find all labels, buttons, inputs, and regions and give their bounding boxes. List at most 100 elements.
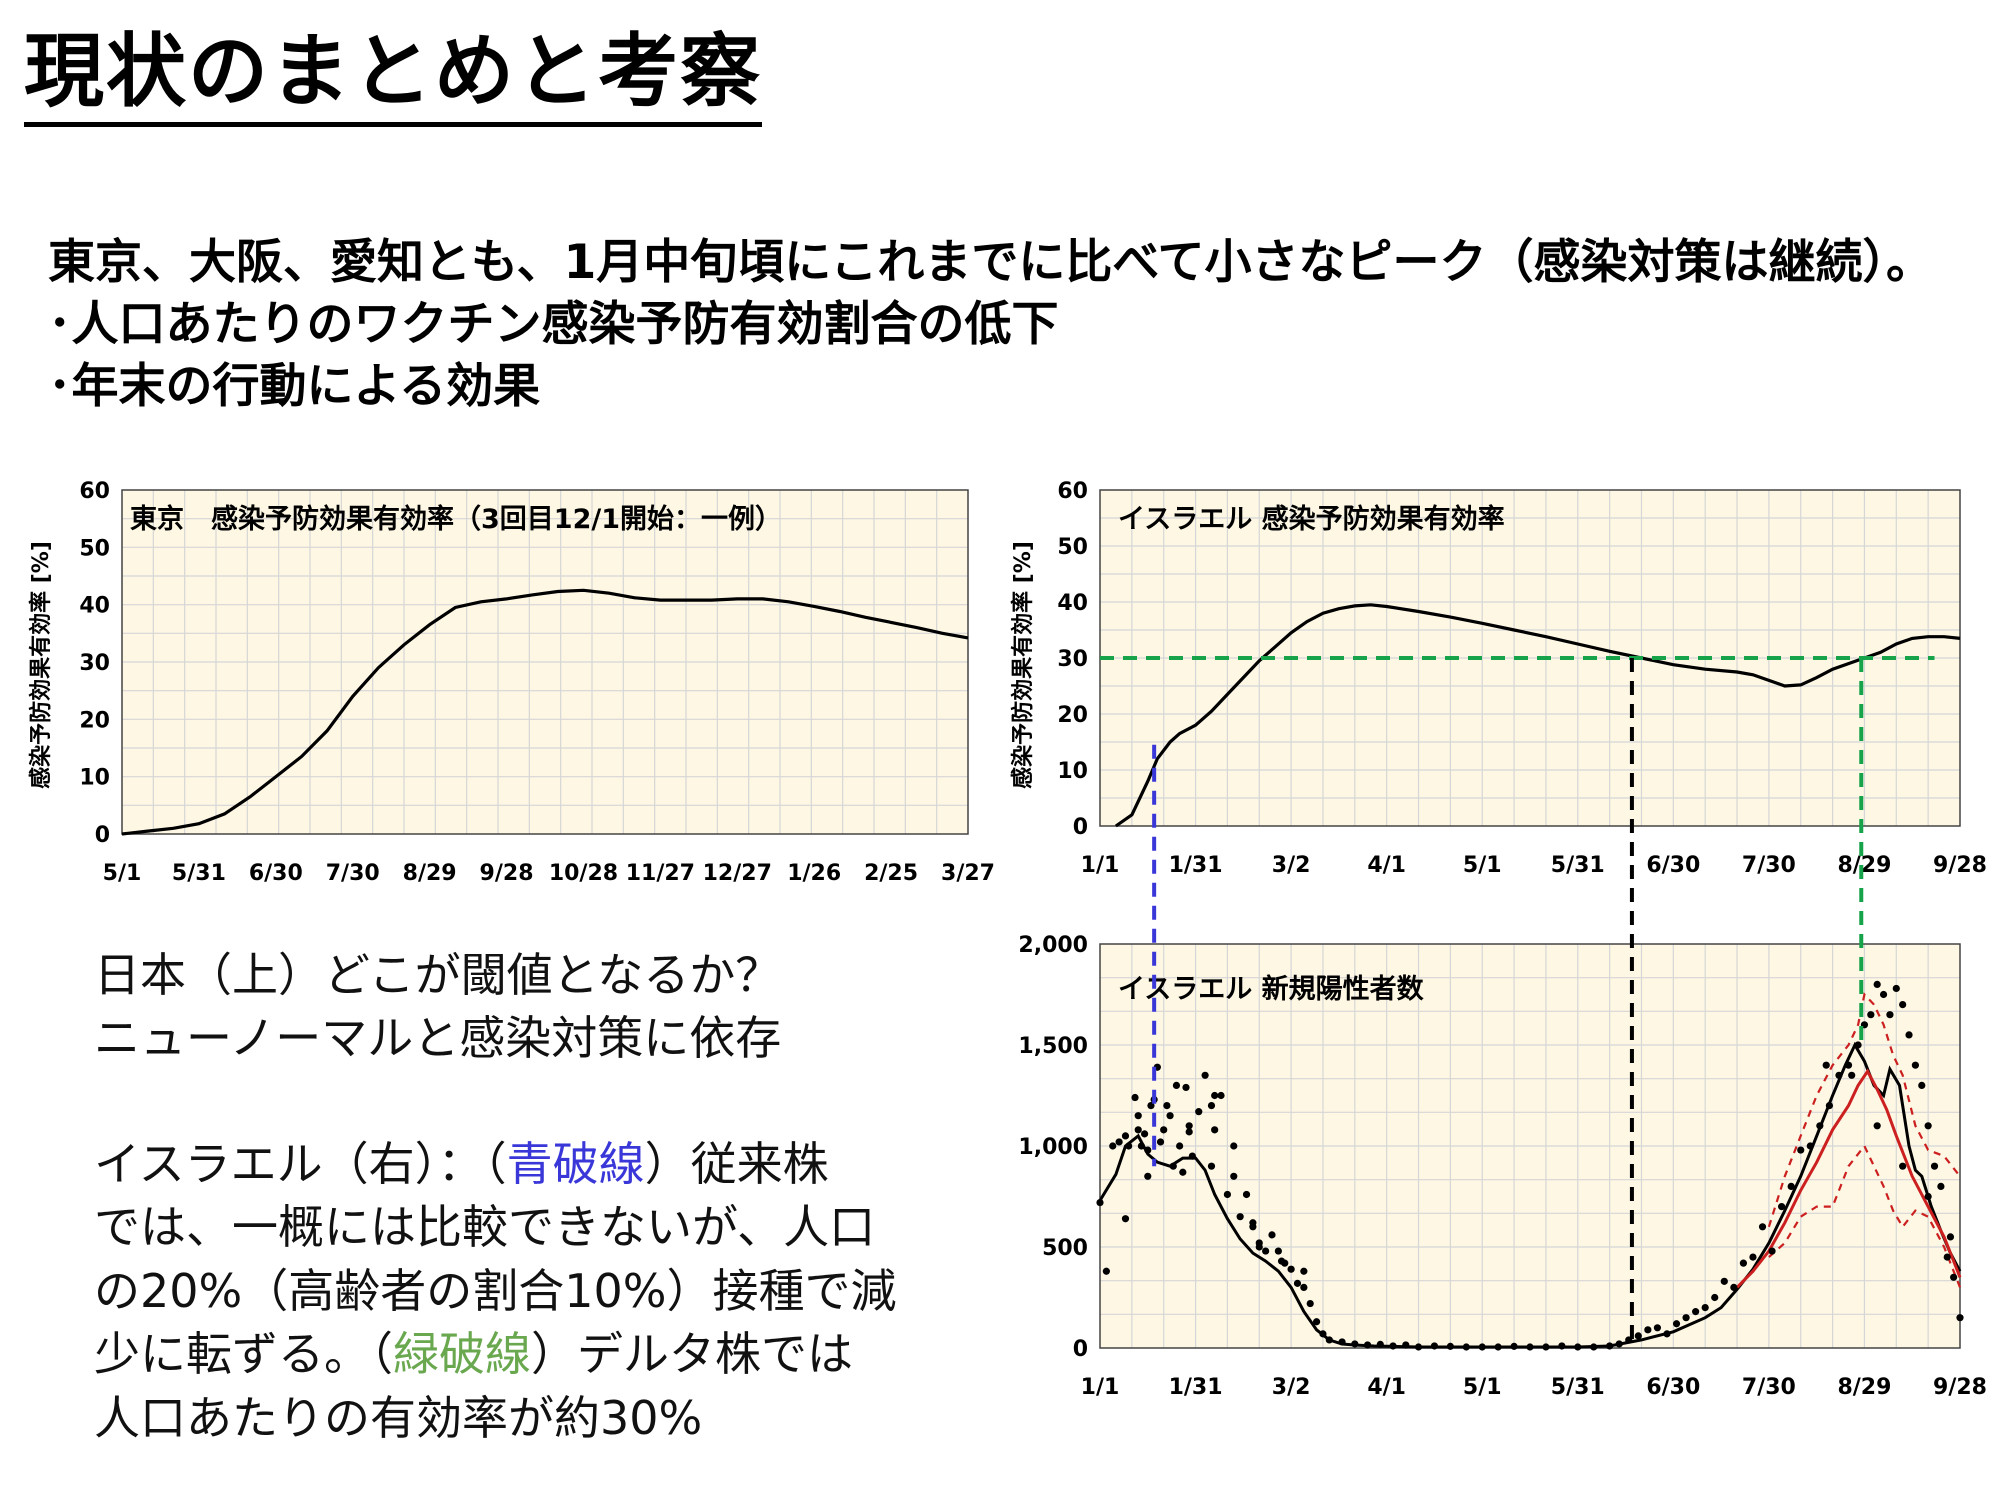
- israel-eff-xtick-label: 1/31: [1169, 853, 1223, 878]
- bullet-vaccine: ･人口あたりのワクチン感染予防有効割合の低下: [48, 297, 1059, 353]
- case-point: [1144, 1172, 1152, 1180]
- tokyo-chart-title: 東京 感染予防効果有効率（3回目12/1開始：一例）: [130, 503, 782, 535]
- case-point: [1478, 1343, 1486, 1351]
- israel-cases-xtick-label: 1/1: [1081, 1375, 1120, 1400]
- israel-cases-xtick-label: 9/28: [1933, 1375, 1987, 1400]
- case-point: [1590, 1343, 1598, 1351]
- case-point: [1924, 1192, 1932, 1201]
- case-point: [1207, 1102, 1216, 1110]
- note-line-5: の20%（高齢者の割合10%）接種で減: [94, 1263, 897, 1318]
- tokyo-y-axis-label: 感染予防効果有効率 [%]: [28, 541, 54, 789]
- case-point: [1816, 1122, 1824, 1130]
- tokyo-xtick-label: 6/30: [249, 861, 303, 886]
- case-point: [1188, 1152, 1196, 1160]
- case-point: [1446, 1342, 1454, 1350]
- case-point: [1402, 1341, 1410, 1349]
- case-point: [1886, 1011, 1894, 1019]
- case-point: [1169, 1162, 1177, 1170]
- tokyo-xtick-label: 7/30: [326, 861, 380, 886]
- israel-eff-xtick-label: 6/30: [1646, 853, 1700, 878]
- case-point: [1287, 1265, 1295, 1273]
- case-point: [1943, 1253, 1951, 1261]
- case-point: [1510, 1342, 1518, 1350]
- case-point: [1682, 1314, 1690, 1322]
- tokyo-ytick-label: 20: [79, 708, 110, 733]
- israel-cases-ytick-label: 1,500: [1018, 1034, 1088, 1059]
- note-line-2: ニューノーマルと感染対策に依存: [94, 1011, 782, 1066]
- case-point: [1300, 1283, 1308, 1291]
- case-point: [1835, 1071, 1843, 1079]
- tokyo-ytick-label: 0: [95, 823, 110, 848]
- tokyo-xtick-label: 12/27: [703, 861, 772, 886]
- case-point: [1109, 1142, 1117, 1150]
- israel-eff-xtick-label: 4/1: [1367, 853, 1406, 878]
- case-point: [1115, 1138, 1123, 1146]
- note-line-6b: ）デルタ株では: [531, 1327, 853, 1382]
- israel-cases-xtick-label: 5/1: [1463, 1375, 1502, 1400]
- case-point: [1140, 1130, 1149, 1138]
- case-point: [1787, 1182, 1795, 1190]
- case-point: [1778, 1203, 1786, 1211]
- note-line-3b: ）従来株: [644, 1136, 829, 1191]
- tokyo-xtick-label: 3/27: [941, 861, 995, 886]
- case-point: [1262, 1247, 1270, 1255]
- israel-cases-xtick-label: 7/30: [1742, 1375, 1796, 1400]
- bullet-yearend: ･年末の行動による効果: [48, 359, 541, 415]
- slide-title: 現状のまとめと考察: [24, 26, 762, 127]
- tokyo-xtick-label: 5/1: [103, 861, 142, 886]
- tokyo-ytick-label: 10: [79, 766, 110, 791]
- israel-cases-xtick-label: 4/1: [1367, 1375, 1406, 1400]
- case-point: [1644, 1326, 1652, 1334]
- case-point: [1195, 1108, 1203, 1116]
- israel-cases-xtick-label: 3/2: [1272, 1375, 1311, 1400]
- tokyo-ytick-label: 50: [79, 536, 110, 561]
- note-line-1: 日本（上）どこが閾値となるか？: [94, 948, 782, 1002]
- case-point: [1672, 1320, 1681, 1328]
- israel-eff-y-axis-label: 感染予防効果有効率 [%]: [1010, 541, 1036, 789]
- israel-eff-ytick-label: 60: [1057, 479, 1088, 504]
- case-point: [1319, 1330, 1327, 1338]
- case-point: [1185, 1122, 1193, 1130]
- case-point: [1797, 1146, 1805, 1154]
- cases-model-line: [1735, 1068, 1962, 1289]
- case-point: [1414, 1343, 1423, 1351]
- israel-cases-ytick-label: 2,000: [1018, 933, 1088, 958]
- case-point: [1663, 1330, 1671, 1338]
- tokyo-xtick-label: 5/31: [172, 861, 226, 886]
- note-line-6: 少に転ずる。（緑破線）デルタ株では: [94, 1323, 896, 1386]
- case-point: [1873, 980, 1881, 989]
- israel-efficacy-line: [1114, 603, 1961, 828]
- bullet-main: 東京、大阪、愛知とも、1月中旬頃にこれまでに比べて小さなピーク（感染対策は継続）…: [48, 235, 1933, 290]
- case-point: [1134, 1126, 1142, 1134]
- case-point: [1848, 1071, 1856, 1079]
- israel-eff-xtick-label: 9/28: [1933, 853, 1987, 878]
- cases-model-bound-line: [1768, 1143, 1962, 1288]
- note-line-7: 人口あたりの有効率が約30%: [94, 1390, 703, 1445]
- tokyo-efficacy-line: [121, 588, 969, 836]
- israel-cases-ytick-label: 500: [1042, 1236, 1088, 1261]
- case-point: [1182, 1083, 1190, 1092]
- cases-model-bound-line: [1767, 992, 1961, 1228]
- green-dash-label: 緑破線: [393, 1327, 531, 1382]
- case-point: [1325, 1336, 1333, 1344]
- case-point: [1956, 1314, 1964, 1322]
- case-point: [1542, 1343, 1550, 1351]
- note-line-6a: 少に転ずる。（: [94, 1327, 393, 1382]
- case-point: [1121, 1215, 1130, 1223]
- case-point: [1905, 1031, 1913, 1039]
- case-point: [1242, 1190, 1251, 1199]
- case-point: [1300, 1267, 1308, 1275]
- case-point: [1739, 1259, 1748, 1267]
- case-point: [1806, 1142, 1814, 1150]
- case-point: [1274, 1247, 1282, 1255]
- case-point: [1825, 1102, 1834, 1110]
- case-point: [1293, 1279, 1302, 1287]
- tokyo-xtick-label: 1/26: [787, 861, 841, 886]
- case-point: [1911, 1061, 1920, 1069]
- israel-cases-xtick-label: 5/31: [1551, 1375, 1605, 1400]
- case-point: [1277, 1257, 1286, 1265]
- israel-eff-ytick-label: 40: [1057, 591, 1088, 616]
- note-line-3: イスラエル（右）：（青破線）従来株: [94, 1133, 896, 1196]
- summary-bullets: 東京、大阪、愛知とも、1月中旬頃にこれまでに比べて小さなピーク（感染対策は継続）…: [48, 232, 1933, 418]
- case-point: [1176, 1142, 1184, 1150]
